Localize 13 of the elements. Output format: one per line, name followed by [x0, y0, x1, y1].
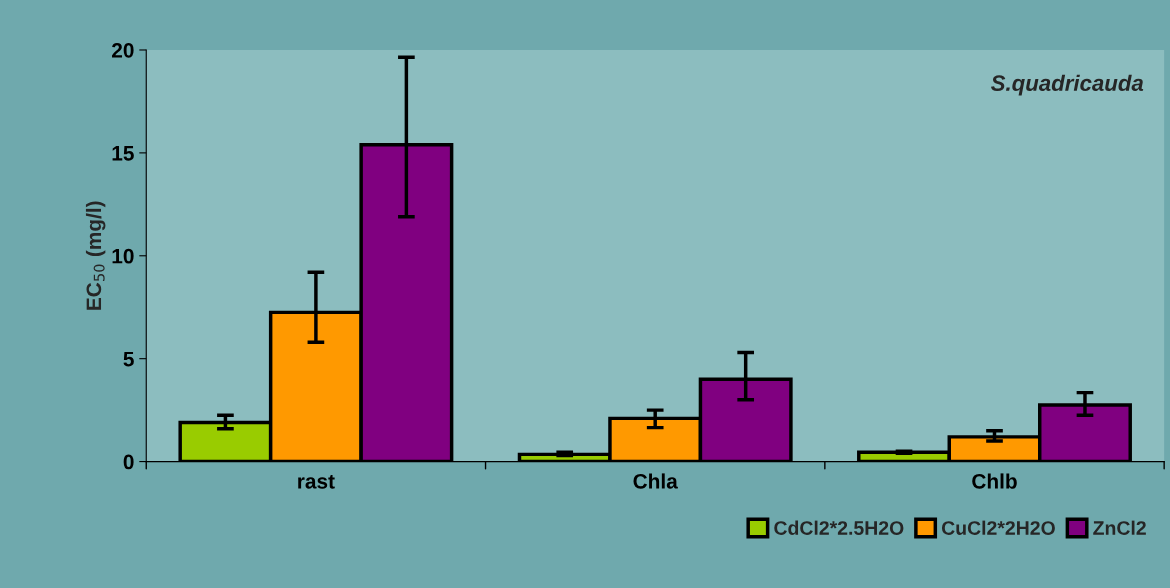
- y-axis-title: EC$_{50}$ (mg/l): [85, 201, 106, 310]
- annotation: S.quadricauda: [990, 74, 1144, 96]
- legend-label: CuCl2*2H2O: [941, 520, 1055, 535]
- y-tick-label: 10: [112, 248, 134, 264]
- y-tick-label: 15: [112, 146, 134, 161]
- y-tick-label: 20: [112, 42, 134, 58]
- legend-label: ZnCl2: [1093, 520, 1146, 535]
- legend-label: CdCl2*2.5H2O: [774, 520, 904, 535]
- x-tick-label: Chla: [633, 473, 678, 489]
- y-tick-label: 0: [123, 454, 134, 470]
- x-tick-label: rast: [298, 474, 335, 489]
- x-tick-label: Chlb: [972, 473, 1017, 489]
- y-tick-label: 5: [123, 351, 134, 367]
